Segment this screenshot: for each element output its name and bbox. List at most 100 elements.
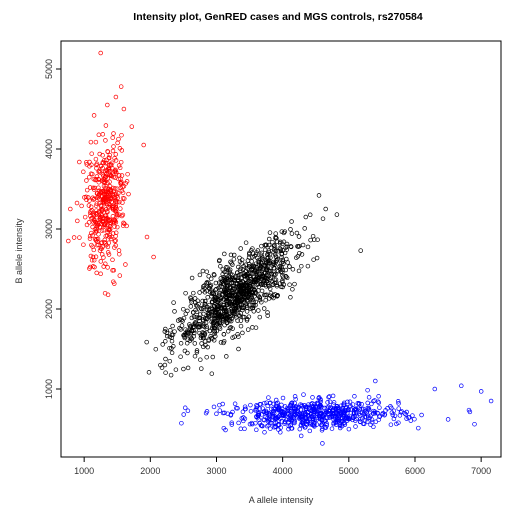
data-point: [201, 283, 207, 289]
data-point: [249, 281, 255, 287]
data-point: [185, 365, 191, 371]
data-point: [271, 292, 276, 298]
data-point: [106, 252, 112, 257]
data-point: [288, 415, 294, 420]
data-point: [107, 228, 112, 233]
data-point: [310, 412, 316, 418]
data-point: [259, 299, 264, 305]
data-point: [178, 354, 183, 359]
data-point: [308, 402, 314, 407]
data-point: [282, 229, 288, 234]
data-point: [272, 243, 277, 248]
data-point: [296, 268, 302, 274]
data-point: [172, 309, 177, 314]
data-point: [293, 396, 298, 402]
data-point: [320, 441, 325, 446]
data-point: [235, 303, 240, 309]
data-point: [267, 230, 273, 235]
data-point: [264, 272, 270, 278]
data-point: [392, 413, 398, 419]
data-point: [319, 422, 324, 428]
data-point: [204, 307, 210, 312]
data-point: [235, 318, 240, 323]
data-point: [315, 411, 320, 416]
data-point: [93, 203, 99, 208]
data-points: [66, 50, 494, 446]
data-point: [74, 200, 80, 206]
data-point: [274, 235, 279, 241]
data-point: [396, 406, 401, 411]
data-point: [248, 287, 253, 293]
data-point: [227, 267, 233, 273]
data-point: [103, 160, 108, 166]
data-point: [264, 292, 269, 298]
data-point: [300, 421, 305, 426]
x-axis-label: A allele intensity: [249, 495, 314, 505]
data-point: [348, 410, 354, 416]
data-point: [366, 407, 372, 413]
data-point: [115, 224, 120, 230]
data-point: [268, 426, 273, 431]
data-point: [268, 275, 273, 280]
data-point: [396, 401, 401, 406]
data-point: [300, 242, 306, 248]
data-point: [282, 412, 288, 417]
data-point: [191, 330, 197, 336]
data-point: [106, 163, 112, 168]
data-point: [255, 248, 261, 253]
data-point: [250, 246, 255, 251]
data-point: [105, 180, 110, 186]
data-point: [337, 420, 342, 426]
data-point: [338, 412, 344, 417]
data-point: [90, 195, 95, 201]
data-point: [200, 268, 206, 274]
data-point: [249, 259, 254, 264]
data-point: [238, 311, 244, 316]
data-point: [144, 234, 150, 240]
data-point: [198, 306, 204, 311]
data-point: [111, 279, 116, 284]
data-point: [110, 148, 116, 154]
data-point: [109, 160, 115, 166]
data-point: [306, 414, 311, 419]
data-point: [326, 394, 331, 400]
data-point: [87, 159, 92, 165]
data-point: [163, 356, 168, 362]
data-point: [197, 330, 202, 336]
data-point: [239, 285, 244, 290]
data-point: [280, 284, 285, 290]
data-point: [104, 209, 110, 214]
data-point: [215, 297, 221, 303]
data-point: [173, 367, 179, 372]
y-axis: 1000 2000 3000 4000 5000: [44, 59, 61, 399]
data-point: [88, 171, 94, 177]
data-point: [315, 408, 321, 413]
data-point: [256, 275, 261, 281]
data-point: [272, 280, 277, 286]
y-axis-label: B allele intensity: [14, 218, 24, 284]
data-point: [311, 413, 317, 419]
data-point: [271, 271, 276, 277]
data-point: [203, 316, 208, 322]
data-point: [228, 252, 234, 258]
data-point: [266, 296, 272, 301]
data-point: [373, 419, 379, 425]
data-point: [399, 408, 404, 414]
data-point: [112, 238, 118, 244]
data-point: [110, 268, 115, 273]
data-point: [270, 263, 275, 268]
data-point: [268, 245, 274, 251]
data-point: [256, 308, 261, 313]
data-point: [178, 327, 183, 332]
data-point: [243, 288, 248, 294]
data-point: [273, 424, 279, 430]
data-point: [301, 392, 306, 397]
data-point: [200, 317, 206, 322]
data-point: [403, 412, 408, 417]
y-tick-label: 3000: [44, 219, 54, 239]
data-point: [311, 237, 317, 242]
data-point: [202, 338, 208, 344]
data-point: [240, 330, 245, 336]
data-point: [221, 274, 227, 280]
data-point: [263, 297, 268, 303]
